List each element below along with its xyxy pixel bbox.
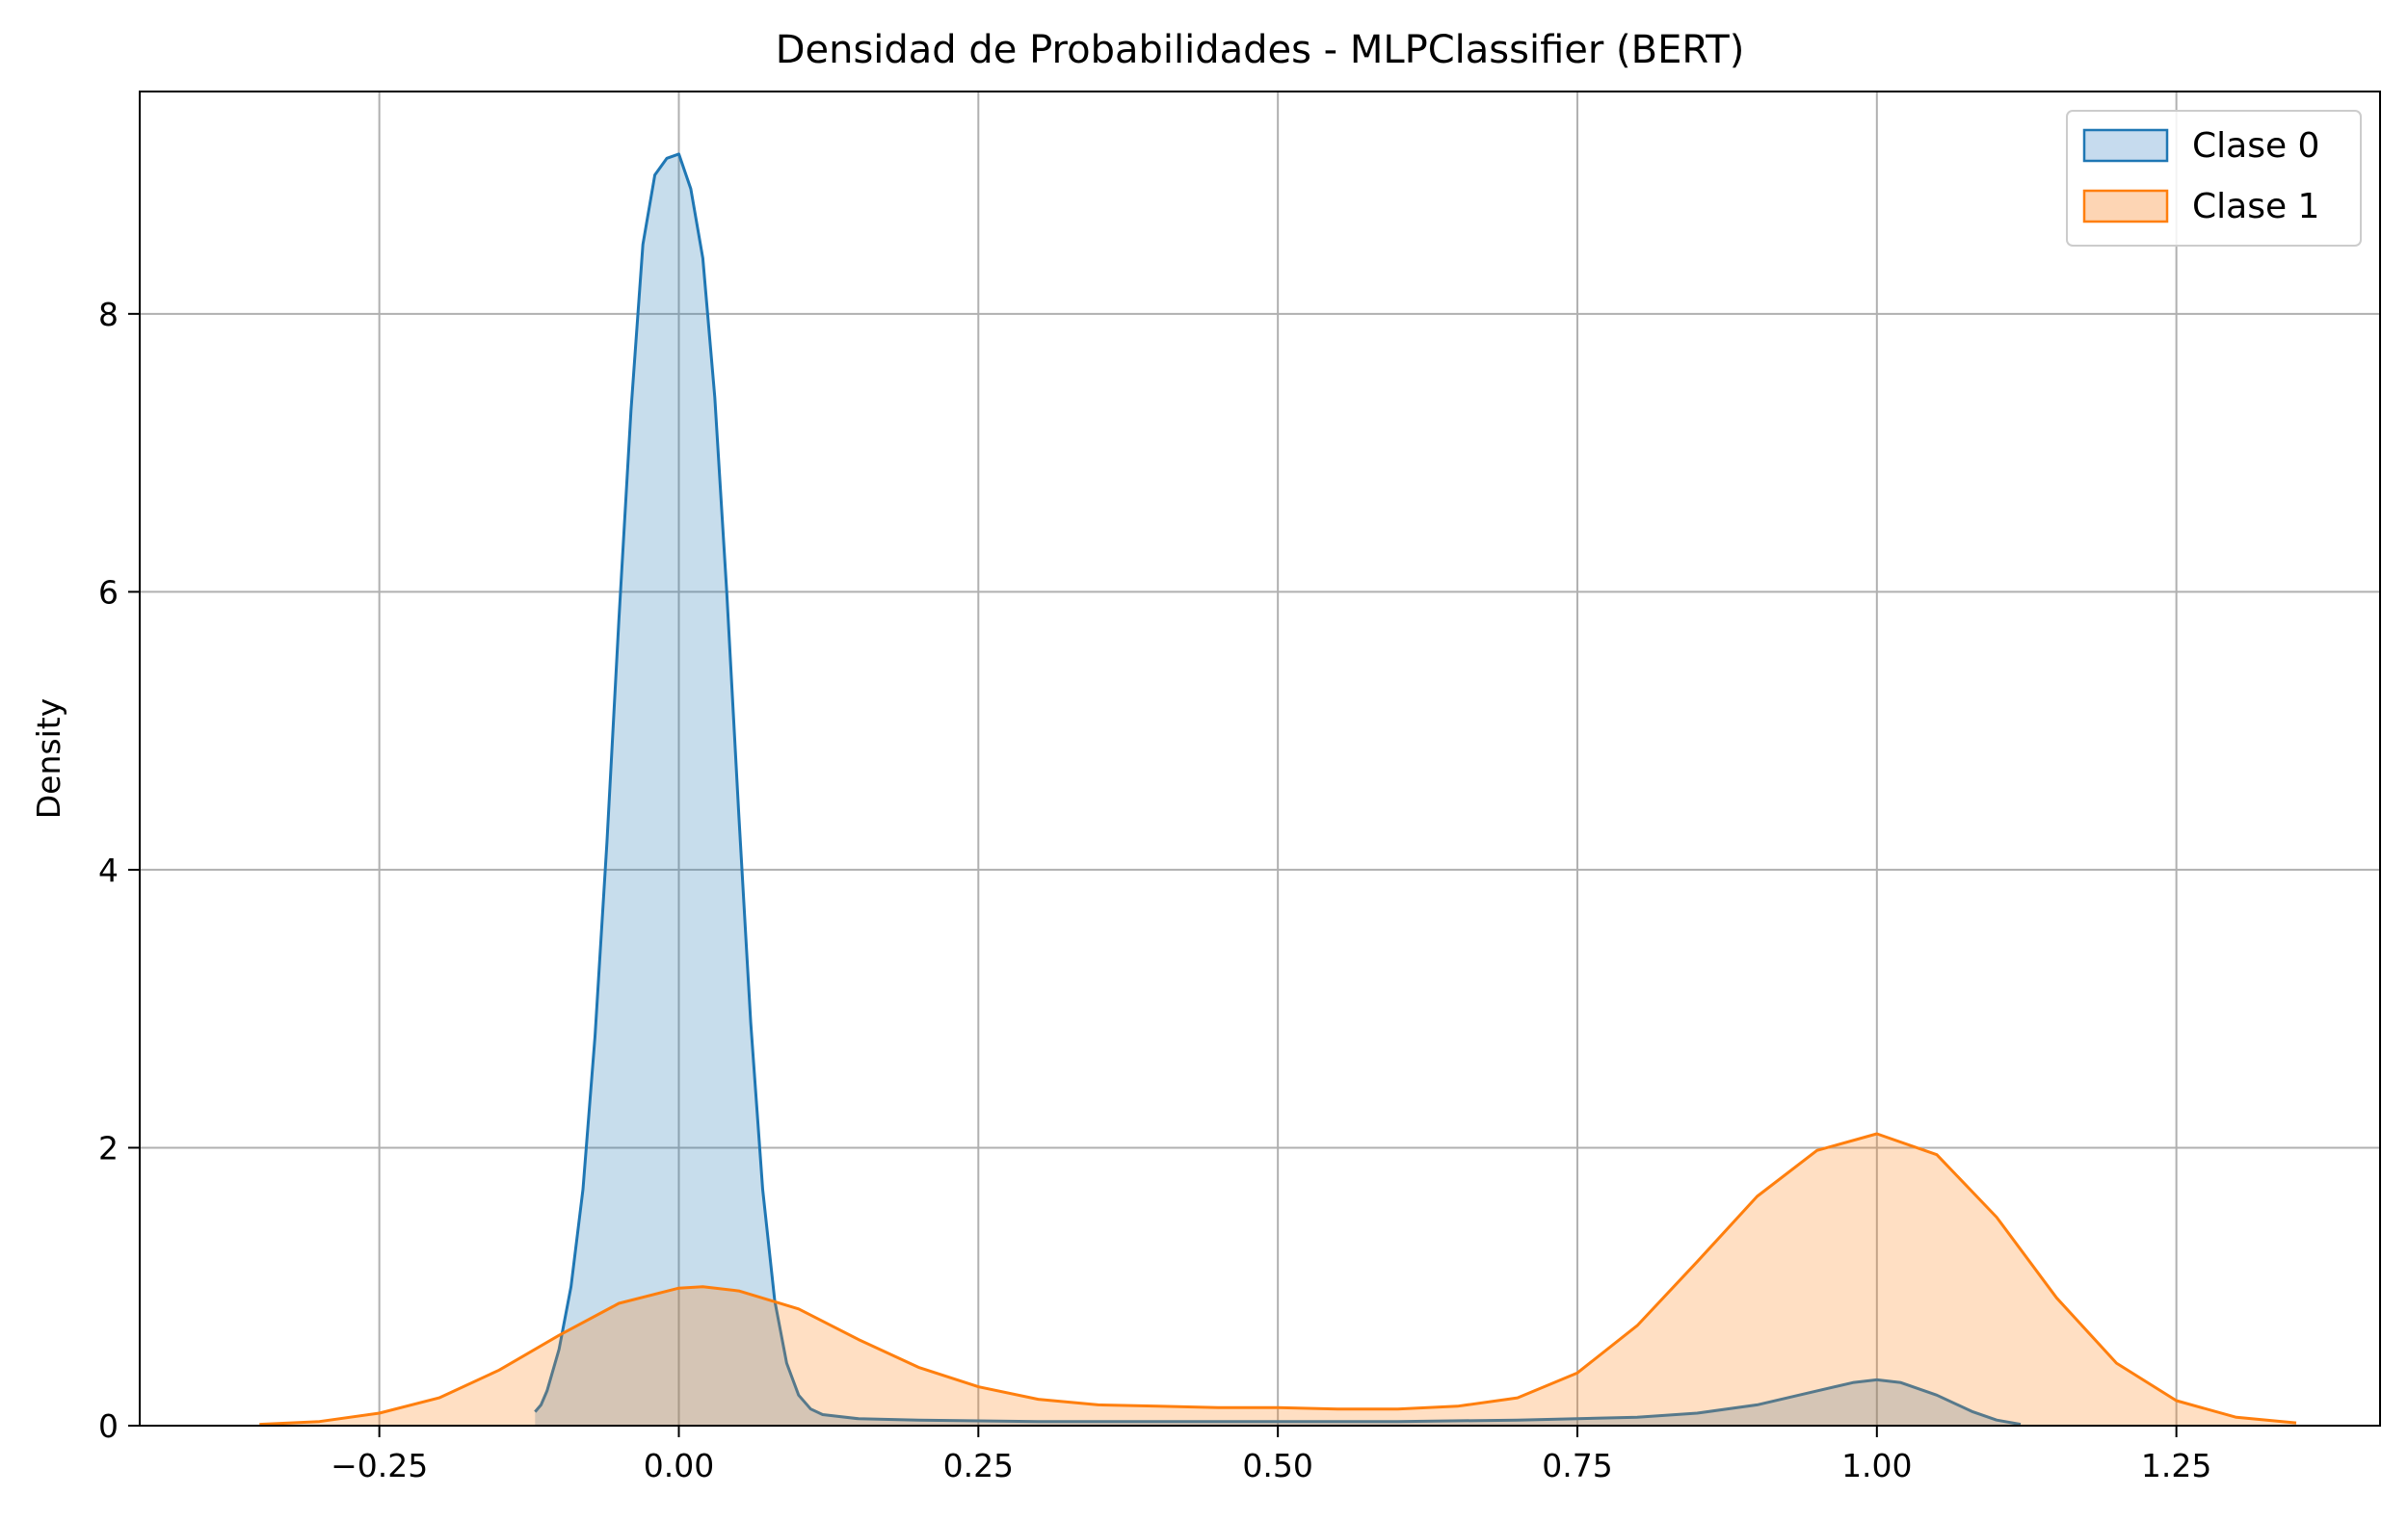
density-area-series-0 [535,153,2021,1426]
y-axis-label: Density [30,698,67,819]
legend-swatch [2082,189,2169,223]
y-tick-label: 2 [98,1129,119,1167]
x-tick-label: 0.00 [644,1447,714,1484]
y-tick-label: 0 [98,1407,119,1445]
x-tick-label: 1.00 [1841,1447,1912,1484]
density-line-series-0 [534,152,2022,1427]
legend-label: Clase 1 [2192,187,2319,226]
x-tick-label: 0.75 [1542,1447,1612,1484]
legend-swatch [2082,128,2169,163]
x-tick-label: 1.25 [2141,1447,2211,1484]
density-line-series-1 [259,1132,2297,1427]
x-tick-label: −0.25 [331,1447,428,1484]
series-layer [259,152,2297,1427]
y-tick-label: 4 [98,852,119,889]
y-tick-label: 8 [98,296,119,333]
density-area-series-1 [259,1134,2296,1426]
x-tick-label: 0.50 [1242,1447,1312,1484]
plot-frame [139,91,2381,1427]
legend: Clase 0 Clase 1 [2066,110,2362,247]
ticks-layer: −0.25 0.00 0.25 0.50 0.75 1.00 1.25 0 2 4 6 8 [98,296,2211,1484]
grid [140,92,2380,1427]
chart-title: Densidad de Probabilidades - MLPClassifi… [776,28,1745,72]
y-tick-label: 6 [98,573,119,611]
legend-label: Clase 0 [2192,126,2319,166]
x-tick-label: 0.25 [943,1447,1014,1484]
